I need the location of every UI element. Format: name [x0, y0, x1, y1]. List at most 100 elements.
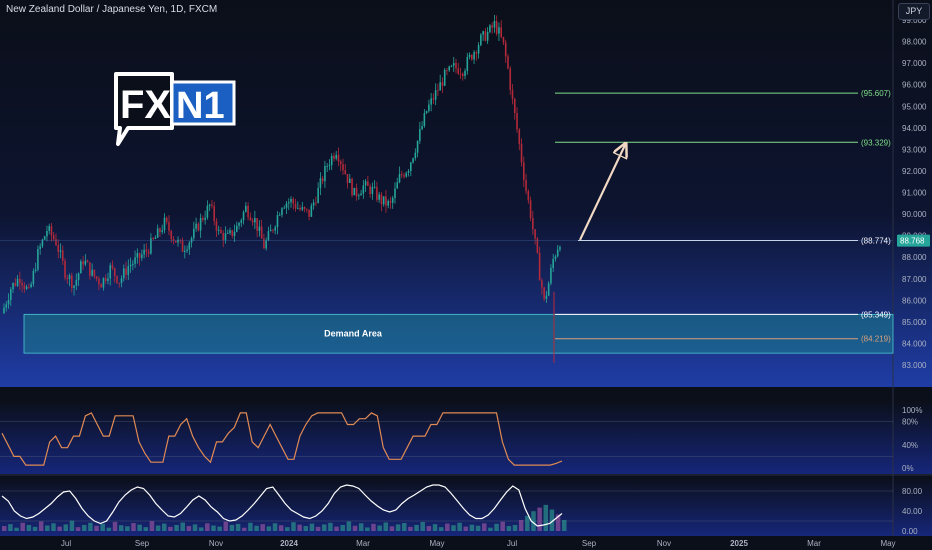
oscillator2-volume-bar — [26, 524, 32, 531]
candle-body — [177, 239, 179, 243]
candle-body — [107, 278, 109, 281]
oscillator2-volume-bar — [125, 526, 130, 531]
candle-body — [150, 238, 152, 254]
candle-body — [283, 207, 286, 209]
candle-body — [344, 170, 347, 175]
demand-zone — [23, 313, 894, 354]
oscillator2-volume-bar — [266, 526, 272, 531]
candle-body — [315, 202, 317, 204]
price-axis-tick: 91.000 — [902, 189, 927, 198]
candle-body — [222, 233, 225, 241]
candle-body — [245, 205, 247, 212]
oscillator2-volume-bar — [494, 523, 499, 531]
candle-body — [532, 218, 534, 230]
candle-body — [475, 52, 478, 54]
candle-body — [186, 249, 188, 251]
time-axis-tick: Mar — [356, 539, 370, 548]
candle-body — [229, 230, 231, 233]
candle-body — [538, 252, 541, 281]
oscillator2-volume-bar — [254, 525, 259, 531]
last-price-label: 88.768 — [900, 237, 925, 246]
candle-body — [265, 240, 267, 249]
oscillator2-volume-bar — [445, 523, 450, 531]
oscillator2-volume-bar — [57, 526, 62, 531]
candle-body — [238, 222, 240, 226]
oscillator2-volume-bar — [272, 523, 278, 531]
candle-body — [516, 113, 518, 130]
candle-body — [287, 202, 290, 204]
candle-body — [346, 174, 349, 183]
oscillator2-volume-bar — [488, 527, 493, 531]
candle-body — [276, 215, 279, 228]
candle-body — [308, 209, 310, 217]
price-level-label: (84.219) — [861, 335, 891, 344]
candle-body — [267, 231, 270, 241]
candle-body — [317, 188, 319, 203]
oscillator2-volume-bar — [322, 524, 327, 531]
candle-body — [118, 282, 121, 284]
oscillator2-volume-bar — [500, 521, 505, 531]
candle-body — [129, 264, 132, 267]
candle-body — [552, 259, 554, 268]
candle-body — [68, 275, 71, 279]
candle-body — [217, 229, 220, 231]
oscillator2-volume-bar — [149, 521, 155, 531]
candle-body — [188, 242, 191, 250]
oscillator2-volume-bar — [469, 524, 475, 531]
candle-body — [448, 66, 451, 71]
candle-body — [73, 285, 75, 289]
candle-body — [5, 304, 8, 308]
candle-body — [136, 253, 139, 258]
candle-body — [125, 268, 127, 275]
candle-body — [55, 239, 57, 246]
oscillator2-axis-tick: 0.00 — [902, 527, 918, 536]
candle-body — [111, 265, 114, 269]
oscillator2-volume-bar — [555, 514, 561, 531]
oscillator2-volume-bar — [482, 523, 487, 531]
candle-body — [324, 166, 326, 182]
currency-button[interactable]: JPY — [898, 3, 930, 20]
candle-body — [104, 278, 107, 281]
candle-body — [256, 218, 258, 231]
price-axis-tick: 94.000 — [902, 124, 927, 133]
candle-body — [102, 278, 105, 288]
candle-body — [405, 172, 408, 177]
candle-body — [513, 98, 516, 114]
candle-body — [303, 207, 306, 209]
price-level-label: (88.774) — [861, 236, 891, 245]
time-axis-tick: Nov — [209, 539, 223, 548]
pane-divider — [0, 387, 932, 400]
oscillator2-volume-bar — [438, 527, 444, 531]
oscillator1-axis-tick: 40% — [902, 441, 918, 450]
candle-body — [39, 246, 41, 250]
candle-body — [446, 69, 448, 71]
oscillator2-volume-bar — [537, 507, 542, 531]
oscillator2-volume-bar — [543, 504, 549, 531]
candle-body — [9, 289, 12, 301]
candle-body — [373, 186, 376, 188]
oscillator2-volume-bar — [45, 525, 50, 531]
time-axis-tick: 2024 — [280, 539, 298, 548]
candle-body — [211, 204, 213, 206]
oscillator2-volume-bar — [432, 524, 438, 531]
candle-body — [193, 228, 195, 239]
price-axis-tick: 92.000 — [902, 167, 927, 176]
candle-body — [120, 278, 123, 284]
candle-body — [382, 196, 385, 205]
candle-body — [197, 223, 200, 231]
candle-body — [423, 113, 426, 126]
oscillator2-volume-bar — [506, 526, 512, 531]
candle-body — [260, 226, 263, 239]
candle-body — [380, 194, 383, 205]
candle-body — [441, 82, 444, 86]
candle-body — [428, 104, 430, 112]
price-axis-tick: 85.000 — [902, 318, 927, 327]
candle-body — [152, 238, 154, 240]
candle-body — [98, 278, 100, 285]
candle-body — [240, 220, 243, 223]
target-arrow — [579, 145, 625, 241]
candle-body — [337, 154, 340, 162]
candle-body — [215, 221, 218, 231]
